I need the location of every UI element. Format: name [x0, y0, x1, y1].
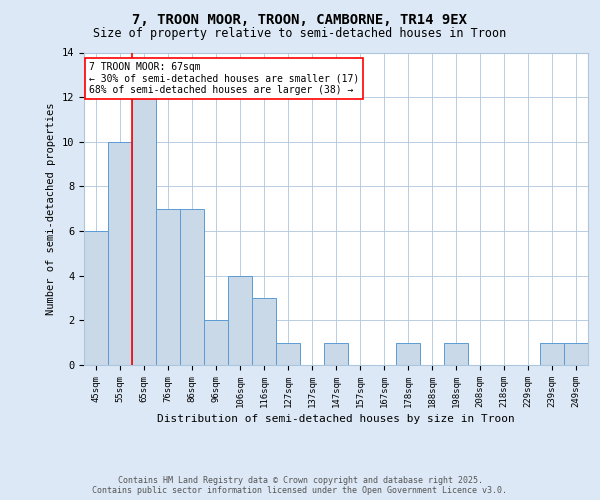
Bar — [204, 320, 228, 365]
Bar — [84, 231, 108, 365]
Bar — [108, 142, 132, 365]
Bar — [180, 209, 204, 365]
Text: 7, TROON MOOR, TROON, CAMBORNE, TR14 9EX: 7, TROON MOOR, TROON, CAMBORNE, TR14 9EX — [133, 12, 467, 26]
Text: Contains HM Land Registry data © Crown copyright and database right 2025.
Contai: Contains HM Land Registry data © Crown c… — [92, 476, 508, 495]
Y-axis label: Number of semi-detached properties: Number of semi-detached properties — [46, 102, 56, 315]
Bar — [540, 342, 564, 365]
Bar — [396, 342, 420, 365]
Text: 7 TROON MOOR: 67sqm
← 30% of semi-detached houses are smaller (17)
68% of semi-d: 7 TROON MOOR: 67sqm ← 30% of semi-detach… — [89, 62, 359, 95]
Bar — [228, 276, 252, 365]
Bar — [132, 97, 156, 365]
X-axis label: Distribution of semi-detached houses by size in Troon: Distribution of semi-detached houses by … — [157, 414, 515, 424]
Bar — [156, 209, 180, 365]
Text: Size of property relative to semi-detached houses in Troon: Size of property relative to semi-detach… — [94, 28, 506, 40]
Bar — [252, 298, 276, 365]
Bar — [324, 342, 348, 365]
Bar — [564, 342, 588, 365]
Bar — [444, 342, 468, 365]
Bar — [276, 342, 300, 365]
